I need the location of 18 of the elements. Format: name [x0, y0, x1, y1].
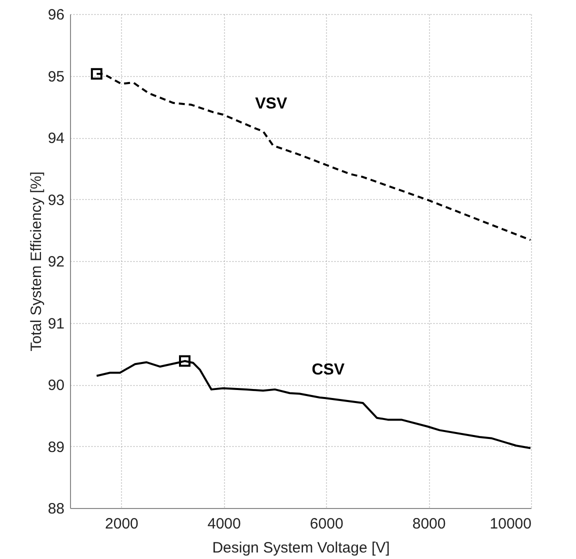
- y-tick-label: 92: [48, 254, 64, 270]
- series-label: CSV: [312, 361, 345, 378]
- x-tick-label: 8000: [412, 516, 446, 532]
- y-tick-label: 88: [48, 500, 64, 518]
- y-tick-label: 89: [48, 438, 64, 456]
- x-axis-title: Design System Voltage [V]: [212, 540, 390, 556]
- x-tick-label: 4000: [207, 516, 241, 532]
- y-tick-label: 94: [48, 130, 64, 147]
- y-tick-label: 91: [48, 315, 64, 332]
- y-axis-title: Total System Efficiency [%]: [28, 172, 45, 352]
- series-label: VSV: [255, 95, 288, 112]
- x-tick-label: 10000: [490, 516, 532, 532]
- y-tick-label: 90: [48, 377, 64, 394]
- x-tick-label: 6000: [310, 516, 344, 532]
- y-tick-label: 96: [48, 6, 64, 24]
- x-tick-label: 2000: [105, 516, 138, 532]
- y-tick-label: 95: [48, 68, 64, 86]
- y-tick-label: 93: [48, 192, 64, 209]
